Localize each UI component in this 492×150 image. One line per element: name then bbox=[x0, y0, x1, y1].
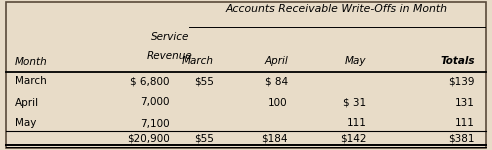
Text: March: March bbox=[15, 76, 47, 87]
Text: $184: $184 bbox=[261, 134, 288, 144]
Text: $ 84: $ 84 bbox=[265, 76, 288, 87]
Text: Month: Month bbox=[15, 57, 48, 67]
Text: $20,900: $20,900 bbox=[127, 134, 170, 144]
Text: $139: $139 bbox=[448, 76, 475, 87]
Text: 111: 111 bbox=[455, 118, 475, 129]
Text: Accounts Receivable Write-Offs in Month: Accounts Receivable Write-Offs in Month bbox=[226, 4, 448, 15]
Text: Totals: Totals bbox=[440, 56, 475, 66]
Text: 7,000: 7,000 bbox=[140, 98, 170, 108]
Text: 111: 111 bbox=[347, 118, 367, 129]
Text: April: April bbox=[264, 56, 288, 66]
Text: March: March bbox=[182, 56, 214, 66]
Text: April: April bbox=[15, 98, 39, 108]
Text: $381: $381 bbox=[448, 134, 475, 144]
Text: $142: $142 bbox=[340, 134, 367, 144]
Text: $ 31: $ 31 bbox=[343, 98, 367, 108]
Text: 131: 131 bbox=[455, 98, 475, 108]
Text: Revenue: Revenue bbox=[147, 51, 192, 61]
Text: $ 6,800: $ 6,800 bbox=[130, 76, 170, 87]
Text: May: May bbox=[345, 56, 367, 66]
Text: $55: $55 bbox=[194, 134, 214, 144]
Text: Service: Service bbox=[151, 32, 189, 42]
Text: $55: $55 bbox=[194, 76, 214, 87]
Text: 100: 100 bbox=[268, 98, 288, 108]
Text: May: May bbox=[15, 118, 36, 129]
Text: 7,100: 7,100 bbox=[140, 118, 170, 129]
